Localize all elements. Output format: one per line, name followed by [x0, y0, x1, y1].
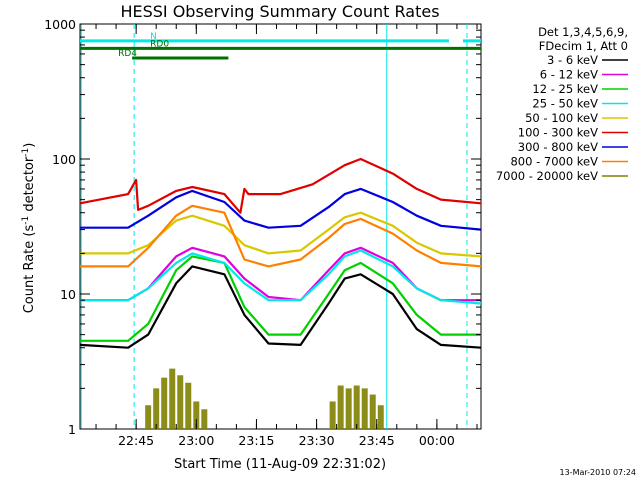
series-point	[369, 394, 376, 429]
x-tick-label: 23:00	[178, 433, 214, 448]
series-point	[361, 388, 368, 429]
legend-label: 12 - 25 keV	[532, 82, 598, 96]
legend-header-1: Det 1,3,4,5,6,9,	[538, 25, 628, 39]
x-tick-label: 23:15	[238, 433, 274, 448]
x-axis-ticks: 22:45 23:00 23:15 23:30 23:45 00:00	[95, 24, 478, 448]
legend-header-2: FDecim 1, Att 0	[539, 39, 628, 53]
series-line	[79, 157, 482, 214]
series-point	[353, 385, 360, 429]
series-group	[79, 157, 482, 429]
series-point	[377, 405, 384, 429]
x-tick-label: 22:45	[118, 433, 154, 448]
x-tick-label: 23:30	[299, 433, 335, 448]
legend-label: 3 - 6 keV	[547, 53, 598, 67]
series-point	[177, 375, 184, 429]
y-tick-label: 1000	[44, 17, 76, 32]
legend-label: 800 - 7000 keV	[510, 155, 598, 169]
x-tick-label: 00:00	[419, 433, 455, 448]
x-axis-label: Start Time (11-Aug-09 22:31:02)	[174, 457, 386, 472]
series-point	[337, 385, 344, 429]
series-line	[80, 255, 481, 342]
y-tick-label: 1	[68, 422, 76, 437]
legend-label: 50 - 100 keV	[525, 111, 598, 125]
series-point	[145, 405, 152, 429]
series-line	[80, 246, 481, 302]
y-tick-label: 100	[52, 152, 76, 167]
series-point	[153, 388, 160, 429]
series-line	[79, 265, 482, 349]
flag-rd4-label: RD4	[118, 49, 137, 59]
plot-border	[79, 23, 482, 430]
series-point	[345, 388, 352, 429]
series-point	[169, 368, 176, 429]
vertical-markers	[80, 24, 468, 429]
timestamp: 13-Mar-2010 07:24	[560, 468, 637, 477]
plot-frame	[79, 23, 482, 430]
y-axis-label: Count Rate (s-1 detector-1)	[21, 143, 37, 314]
y-axis-ticks: 1 10 100 1000	[44, 17, 481, 437]
series-point	[161, 377, 168, 429]
legend-label: 300 - 800 keV	[518, 140, 598, 154]
series-line	[80, 187, 482, 231]
y-tick-label: 10	[60, 287, 76, 302]
series-line	[80, 249, 482, 305]
series-point	[185, 382, 192, 429]
flag-n-label: N	[150, 32, 157, 42]
flag-rd0-label: RD0	[150, 39, 169, 49]
x-tick-label: 23:45	[359, 433, 395, 448]
legend: Det 1,3,4,5,6,9, FDecim 1, Att 0 3 - 6 k…	[496, 25, 628, 183]
legend-label: 7000 - 20000 keV	[496, 169, 598, 183]
legend-label: 100 - 300 keV	[518, 126, 598, 140]
series-point	[193, 401, 200, 429]
chart-title: HESSI Observing Summary Count Rates	[120, 2, 439, 21]
legend-label: 6 - 12 keV	[540, 68, 598, 82]
series-point	[329, 401, 336, 429]
series-point	[201, 409, 208, 429]
series-line	[80, 204, 482, 268]
legend-label: 25 - 50 keV	[532, 97, 598, 111]
